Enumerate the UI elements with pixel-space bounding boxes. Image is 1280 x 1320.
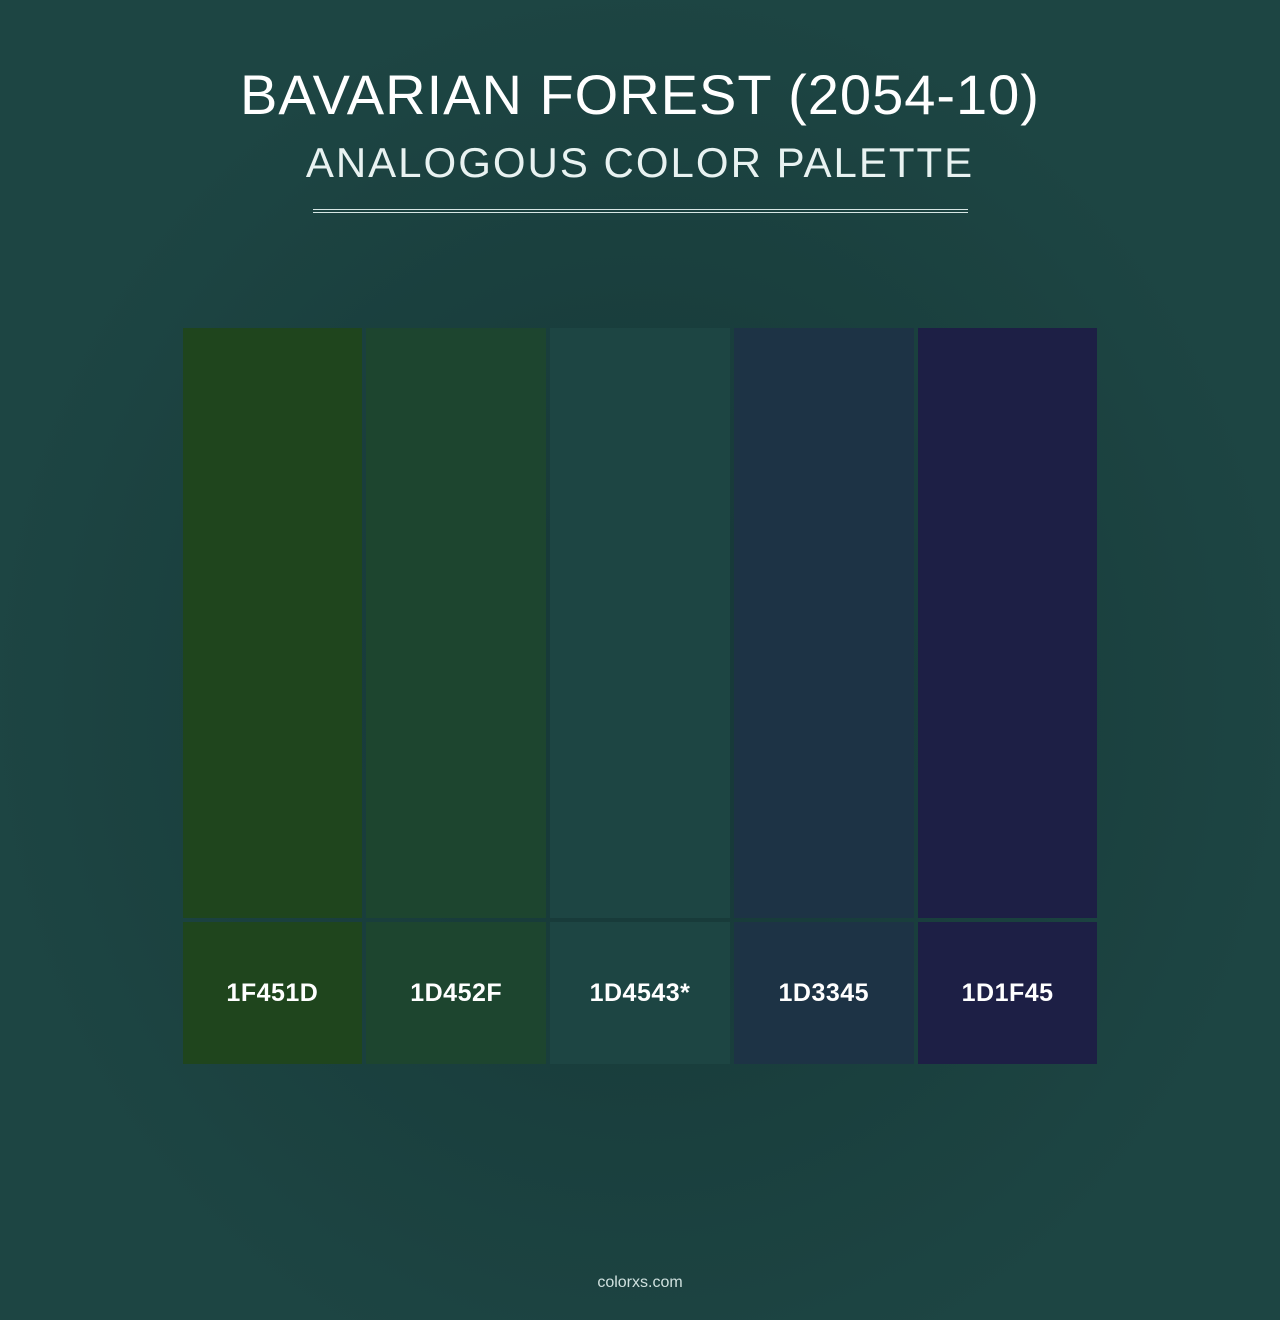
header-divider [313,209,968,213]
swatch-label-box-5: 1D1F45 [918,922,1098,1064]
swatch-color-4 [734,328,914,918]
swatch-label-box-3: 1D4543* [550,922,730,1064]
swatch-4: 1D3345 [734,328,914,1064]
swatch-label-box-2: 1D452F [366,922,546,1064]
swatch-color-2 [366,328,546,918]
color-palette: 1F451D 1D452F 1D4543* 1D3345 1D1F45 [183,328,1098,1064]
swatch-5: 1D1F45 [918,328,1098,1064]
swatch-2: 1D452F [366,328,546,1064]
swatch-label-5: 1D1F45 [962,979,1054,1008]
swatch-color-5 [918,328,1098,918]
swatch-label-4: 1D3345 [779,979,870,1008]
swatch-label-box-1: 1F451D [183,922,363,1064]
page-subtitle: ANALOGOUS COLOR PALETTE [306,139,974,187]
content: BAVARIAN FOREST (2054-10) ANALOGOUS COLO… [0,0,1280,1064]
swatch-3: 1D4543* [550,328,730,1064]
swatch-color-1 [183,328,363,918]
swatch-label-box-4: 1D3345 [734,922,914,1064]
page-title: BAVARIAN FOREST (2054-10) [240,62,1040,127]
footer-credit: colorxs.com [0,1274,1280,1292]
swatch-1: 1F451D [183,328,363,1064]
page-root: BAVARIAN FOREST (2054-10) ANALOGOUS COLO… [0,0,1280,1320]
swatch-color-3 [550,328,730,918]
swatch-label-1: 1F451D [226,979,318,1008]
swatch-label-3: 1D4543* [590,979,691,1008]
swatch-label-2: 1D452F [410,979,502,1008]
